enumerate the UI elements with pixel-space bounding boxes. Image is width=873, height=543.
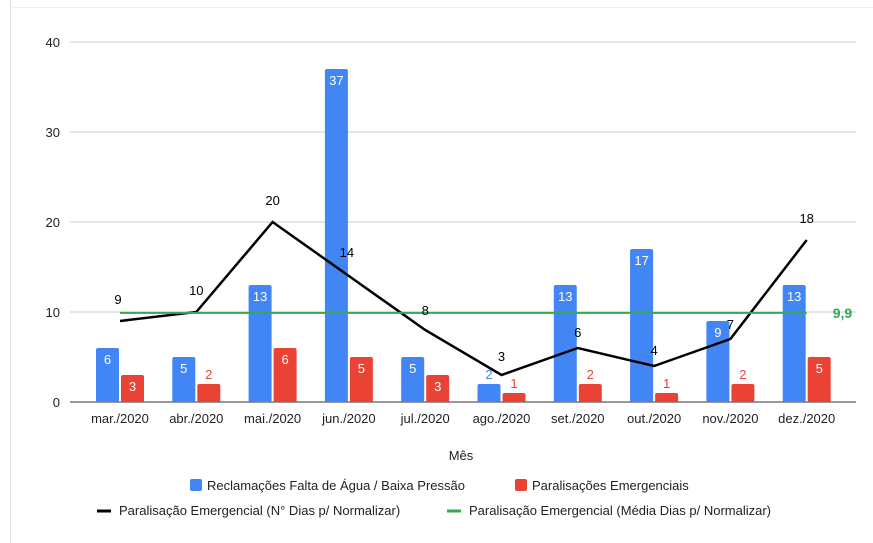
bar-paralisacoes bbox=[349, 357, 373, 402]
bar-value-label: 37 bbox=[329, 73, 343, 88]
line-point-label: 9 bbox=[114, 292, 121, 307]
bar-value-label: 2 bbox=[485, 367, 492, 382]
bar-value-label: 9 bbox=[714, 325, 721, 340]
bar-value-label: 13 bbox=[787, 289, 801, 304]
bar-value-label: 17 bbox=[634, 253, 648, 268]
bar-reclamacoes bbox=[324, 69, 348, 402]
y-tick-label: 20 bbox=[46, 215, 60, 230]
x-tick-label: jul./2020 bbox=[400, 411, 450, 426]
bar-paralisacoes bbox=[502, 393, 526, 402]
bar-paralisacoes bbox=[731, 384, 755, 402]
bar-paralisacoes bbox=[121, 375, 144, 402]
y-tick-label: 0 bbox=[53, 395, 60, 410]
bar-value-label: 2 bbox=[205, 367, 212, 382]
x-tick-label: nov./2020 bbox=[702, 411, 758, 426]
bar-paralisacoes bbox=[273, 348, 297, 402]
bar-value-label: 3 bbox=[129, 379, 136, 394]
bar-value-label: 5 bbox=[409, 361, 416, 376]
line-point-label: 3 bbox=[498, 349, 505, 364]
bar-paralisacoes bbox=[655, 393, 679, 402]
line-point-label: 20 bbox=[265, 193, 279, 208]
x-tick-label: ago./2020 bbox=[473, 411, 531, 426]
y-tick-label: 40 bbox=[46, 35, 60, 50]
legend-label: Paralisação Emergencial (N° Dias p/ Norm… bbox=[119, 503, 400, 518]
x-axis-title: Mês bbox=[449, 448, 474, 463]
bar-reclamacoes bbox=[553, 285, 577, 402]
average-end-label: 9,9 bbox=[833, 305, 853, 321]
line-point-label: 14 bbox=[340, 245, 354, 260]
bar-reclamacoes bbox=[96, 348, 119, 402]
line-point-label: 6 bbox=[574, 325, 581, 340]
bar-value-label: 1 bbox=[510, 376, 517, 391]
bar-reclamacoes bbox=[172, 357, 196, 402]
x-tick-label: set./2020 bbox=[551, 411, 605, 426]
bar-reclamacoes bbox=[630, 249, 654, 402]
x-tick-label: abr./2020 bbox=[169, 411, 223, 426]
bar-value-label: 3 bbox=[434, 379, 441, 394]
bar-reclamacoes bbox=[782, 285, 806, 402]
frame-top-border bbox=[10, 7, 873, 8]
bar-value-label: 13 bbox=[558, 289, 572, 304]
y-tick-label: 10 bbox=[46, 305, 60, 320]
bar-reclamacoes bbox=[401, 357, 425, 402]
x-tick-label: jun./2020 bbox=[321, 411, 376, 426]
bar-value-label: 2 bbox=[587, 367, 594, 382]
x-tick-label: dez./2020 bbox=[778, 411, 835, 426]
legend-swatch bbox=[515, 479, 527, 491]
legend-label: Paralisações Emergenciais bbox=[532, 478, 689, 493]
bar-value-label: 2 bbox=[739, 367, 746, 382]
x-tick-label: out./2020 bbox=[627, 411, 681, 426]
line-point-label: 10 bbox=[189, 283, 203, 298]
x-tick-label: mar./2020 bbox=[91, 411, 149, 426]
line-point-label: 8 bbox=[422, 303, 429, 318]
line-point-label: 4 bbox=[650, 343, 657, 358]
y-tick-label: 30 bbox=[46, 125, 60, 140]
bar-value-label: 6 bbox=[281, 352, 288, 367]
bar-reclamacoes bbox=[477, 384, 501, 402]
bar-reclamacoes bbox=[248, 285, 272, 402]
x-tick-label: mai./2020 bbox=[244, 411, 301, 426]
legend-label: Reclamações Falta de Água / Baixa Pressã… bbox=[207, 478, 465, 493]
line-point-label: 18 bbox=[799, 211, 813, 226]
frame-left-border bbox=[10, 0, 11, 543]
bar-value-label: 5 bbox=[358, 361, 365, 376]
bar-paralisacoes bbox=[197, 384, 221, 402]
bar-value-label: 5 bbox=[180, 361, 187, 376]
bar-value-label: 5 bbox=[816, 361, 823, 376]
line-point-label: 7 bbox=[727, 317, 734, 332]
bar-value-label: 6 bbox=[104, 352, 111, 367]
line-dias-normalizar bbox=[119, 220, 808, 377]
bar-paralisacoes bbox=[426, 375, 450, 402]
legend-swatch bbox=[190, 479, 202, 491]
bar-paralisacoes bbox=[578, 384, 602, 402]
bar-value-label: 13 bbox=[253, 289, 267, 304]
bar-paralisacoes bbox=[807, 357, 831, 402]
legend-label: Paralisação Emergencial (Média Dias p/ N… bbox=[469, 503, 771, 518]
bar-value-label: 1 bbox=[663, 376, 670, 391]
